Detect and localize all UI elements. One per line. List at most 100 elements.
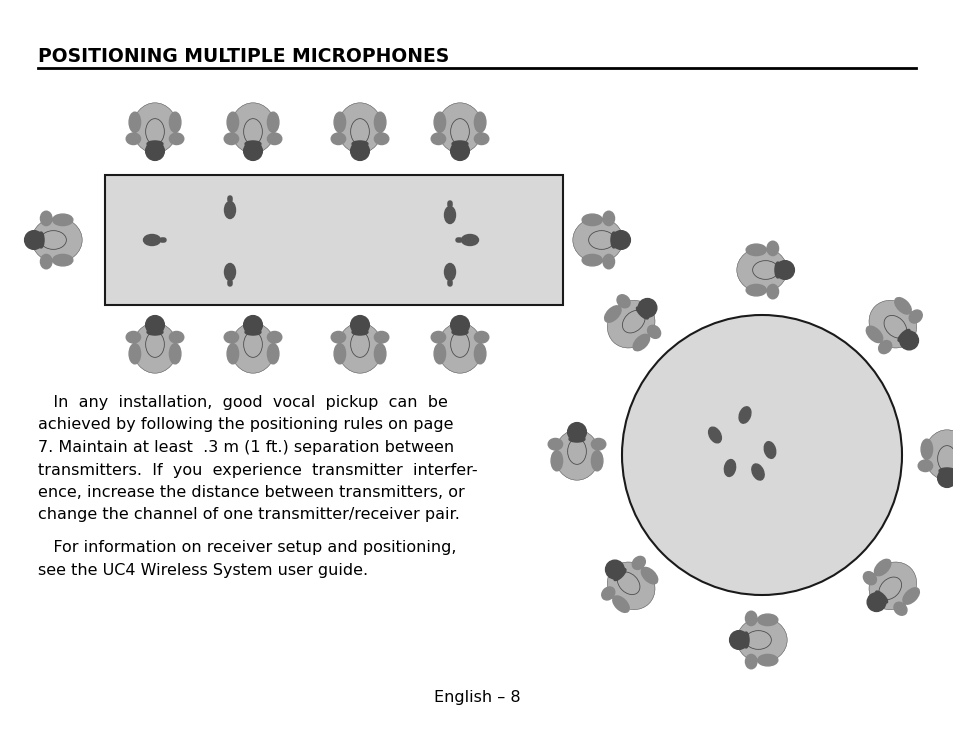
Ellipse shape	[588, 231, 614, 249]
Circle shape	[567, 423, 586, 441]
Ellipse shape	[894, 297, 910, 314]
Text: POSITIONING MULTIPLE MICROPHONES: POSITIONING MULTIPLE MICROPHONES	[38, 47, 449, 66]
Ellipse shape	[551, 451, 562, 471]
Ellipse shape	[146, 119, 164, 145]
Ellipse shape	[132, 323, 177, 373]
Ellipse shape	[337, 103, 382, 154]
Ellipse shape	[766, 284, 778, 299]
Ellipse shape	[351, 119, 369, 145]
Ellipse shape	[38, 232, 44, 248]
Ellipse shape	[607, 562, 655, 610]
Ellipse shape	[766, 241, 778, 255]
Ellipse shape	[751, 464, 763, 480]
Ellipse shape	[572, 218, 622, 262]
Ellipse shape	[147, 329, 163, 335]
Ellipse shape	[331, 331, 345, 343]
Ellipse shape	[431, 331, 445, 343]
Ellipse shape	[129, 344, 140, 364]
Ellipse shape	[763, 441, 775, 458]
Ellipse shape	[170, 133, 184, 145]
Text: see the UC4 Wireless System user guide.: see the UC4 Wireless System user guide.	[38, 562, 368, 578]
Ellipse shape	[868, 562, 916, 610]
Ellipse shape	[937, 446, 953, 472]
Ellipse shape	[581, 214, 601, 226]
Text: 7. Maintain at least  .3 m (1 ft.) separation between: 7. Maintain at least .3 m (1 ft.) separa…	[38, 440, 454, 455]
Ellipse shape	[632, 556, 644, 570]
Text: ence, increase the distance between transmitters, or: ence, increase the distance between tran…	[38, 485, 464, 500]
Ellipse shape	[581, 255, 601, 266]
Ellipse shape	[40, 255, 51, 269]
Ellipse shape	[374, 331, 389, 343]
Ellipse shape	[591, 438, 605, 450]
Ellipse shape	[744, 611, 756, 626]
Ellipse shape	[474, 112, 485, 132]
Ellipse shape	[548, 438, 562, 450]
Ellipse shape	[452, 141, 467, 147]
Ellipse shape	[337, 323, 382, 373]
Ellipse shape	[636, 307, 648, 319]
Circle shape	[243, 316, 262, 334]
Ellipse shape	[374, 344, 386, 364]
Circle shape	[621, 315, 901, 595]
Ellipse shape	[450, 331, 469, 357]
Ellipse shape	[757, 655, 777, 666]
Ellipse shape	[602, 211, 614, 226]
Ellipse shape	[621, 311, 644, 333]
Ellipse shape	[437, 103, 482, 154]
Ellipse shape	[744, 655, 756, 669]
Ellipse shape	[723, 460, 735, 477]
Ellipse shape	[923, 430, 953, 480]
Text: For information on receiver setup and positioning,: For information on receiver setup and po…	[38, 540, 456, 555]
Ellipse shape	[757, 614, 777, 626]
Ellipse shape	[374, 133, 389, 145]
Text: English – 8: English – 8	[434, 690, 519, 705]
Ellipse shape	[461, 235, 478, 246]
Ellipse shape	[752, 261, 778, 280]
Ellipse shape	[614, 569, 625, 581]
Ellipse shape	[431, 133, 445, 145]
Ellipse shape	[569, 436, 584, 442]
Ellipse shape	[744, 631, 771, 649]
Ellipse shape	[604, 306, 620, 323]
Ellipse shape	[742, 632, 748, 648]
Ellipse shape	[267, 331, 281, 343]
Ellipse shape	[745, 284, 765, 296]
Ellipse shape	[245, 141, 261, 147]
Ellipse shape	[554, 430, 598, 480]
Ellipse shape	[745, 244, 765, 255]
Ellipse shape	[170, 331, 184, 343]
Ellipse shape	[334, 112, 345, 132]
Ellipse shape	[267, 112, 278, 132]
Ellipse shape	[146, 331, 164, 357]
Ellipse shape	[736, 618, 786, 662]
Ellipse shape	[633, 334, 649, 351]
Circle shape	[866, 593, 885, 612]
Circle shape	[611, 231, 630, 249]
Circle shape	[450, 142, 469, 160]
Ellipse shape	[444, 263, 455, 280]
Ellipse shape	[52, 255, 72, 266]
Ellipse shape	[267, 344, 278, 364]
Ellipse shape	[231, 103, 275, 154]
Ellipse shape	[434, 344, 445, 364]
Text: In  any  installation,  good  vocal  pickup  can  be: In any installation, good vocal pickup c…	[38, 395, 447, 410]
Ellipse shape	[450, 119, 469, 145]
Ellipse shape	[640, 568, 657, 584]
Ellipse shape	[434, 112, 445, 132]
Ellipse shape	[170, 344, 181, 364]
Ellipse shape	[610, 232, 616, 248]
Ellipse shape	[374, 112, 386, 132]
Ellipse shape	[126, 331, 140, 343]
Circle shape	[146, 142, 164, 160]
Ellipse shape	[352, 141, 368, 147]
Ellipse shape	[591, 451, 602, 471]
Ellipse shape	[902, 587, 919, 604]
Ellipse shape	[267, 133, 281, 145]
Ellipse shape	[224, 263, 235, 280]
Ellipse shape	[474, 331, 488, 343]
Ellipse shape	[224, 133, 238, 145]
Ellipse shape	[245, 329, 261, 335]
Ellipse shape	[31, 218, 82, 262]
Ellipse shape	[567, 438, 586, 464]
Ellipse shape	[52, 214, 72, 226]
